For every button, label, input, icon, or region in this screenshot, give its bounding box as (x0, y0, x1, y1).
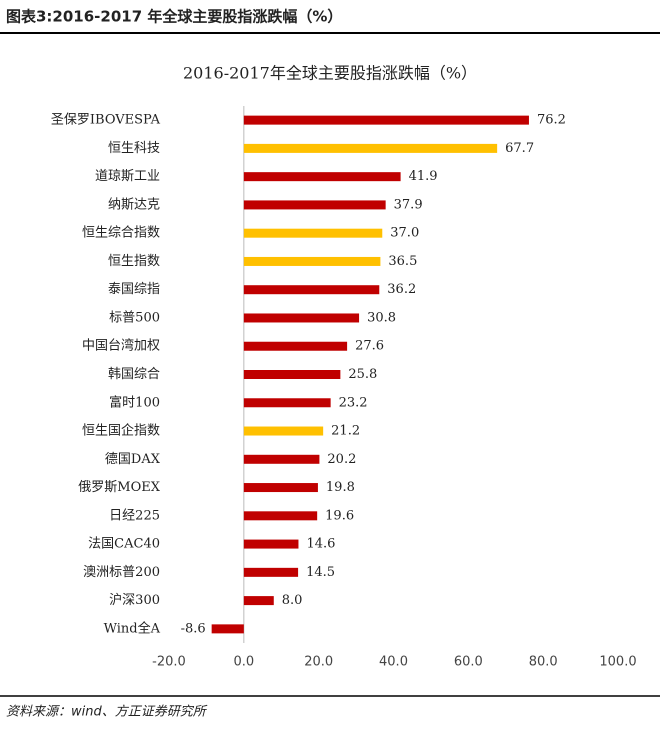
header: 图表3:2016-2017 年全球主要股指涨跌幅（%） (6, 8, 342, 26)
category-label: Wind全A (104, 620, 161, 636)
value-label: 19.8 (326, 480, 355, 495)
x-tick-label: 0.0 (233, 655, 254, 670)
value-label: 27.6 (355, 339, 384, 354)
x-tick-label: 20.0 (304, 655, 333, 670)
bar (243, 454, 320, 464)
source: 资料来源：wind、方正证券研究所 (6, 704, 208, 720)
value-label: 37.0 (390, 226, 419, 241)
x-tick-label: -20.0 (152, 655, 186, 670)
x-tick-label: 100.0 (599, 655, 636, 670)
value-label: 30.8 (367, 310, 396, 325)
bar (243, 200, 386, 210)
value-label: 14.6 (306, 537, 335, 552)
value-label: 67.7 (505, 141, 534, 156)
bar (243, 228, 383, 238)
bar (243, 341, 348, 351)
category-label: 德国DAX (105, 452, 161, 467)
bar (243, 567, 299, 577)
bar (243, 256, 381, 266)
bar (243, 426, 324, 436)
value-label: 37.9 (394, 197, 423, 212)
bar (243, 483, 318, 493)
bar (243, 172, 401, 182)
value-label: 36.5 (388, 254, 417, 269)
value-label: 23.2 (339, 395, 368, 410)
category-label: 日经225 (109, 508, 160, 523)
category-label: 法国CAC40 (88, 537, 160, 552)
bar (243, 115, 529, 125)
value-label: 76.2 (537, 113, 566, 128)
value-label: 19.6 (325, 508, 354, 523)
value-label: 8.0 (282, 593, 303, 608)
value-label: 36.2 (387, 282, 416, 297)
x-tick-label: 80.0 (529, 655, 558, 670)
bar (243, 143, 498, 153)
x-tick-label: 40.0 (379, 655, 408, 670)
value-label: -8.6 (181, 621, 206, 636)
category-label: 中国台湾加权 (82, 338, 160, 354)
bar (243, 596, 274, 606)
bar (243, 313, 360, 323)
category-label: 道琼斯工业 (95, 169, 160, 184)
x-tick-label: 60.0 (454, 655, 483, 670)
category-label: 恒生指数 (108, 254, 160, 269)
bar (243, 398, 331, 408)
category-label: 恒生科技 (108, 141, 160, 156)
bar (243, 539, 299, 549)
bar (211, 624, 244, 634)
category-label: 澳洲标普200 (83, 564, 160, 580)
category-label: 圣保罗IBOVESPA (51, 113, 161, 128)
category-label: 富时100 (109, 394, 160, 410)
category-label: 俄罗斯MOEX (78, 480, 160, 495)
category-label: 泰国综指 (108, 282, 160, 297)
category-label: 标普500 (109, 310, 160, 325)
chart-title: 2016-2017年全球主要股指涨跌幅（%） (183, 64, 477, 83)
bar (243, 285, 380, 295)
category-label: 恒生综合指数 (82, 226, 160, 241)
value-label: 14.5 (306, 565, 335, 580)
category-label: 纳斯达克 (108, 197, 160, 212)
category-label: 恒生国企指数 (82, 423, 160, 439)
value-label: 21.2 (331, 424, 360, 439)
bar (243, 511, 318, 521)
category-label: 沪深300 (109, 592, 160, 608)
value-label: 25.8 (348, 367, 377, 382)
category-label: 韩国综合 (108, 367, 160, 382)
value-label: 41.9 (409, 169, 438, 184)
value-label: 20.2 (327, 452, 356, 467)
bar (243, 370, 341, 379)
